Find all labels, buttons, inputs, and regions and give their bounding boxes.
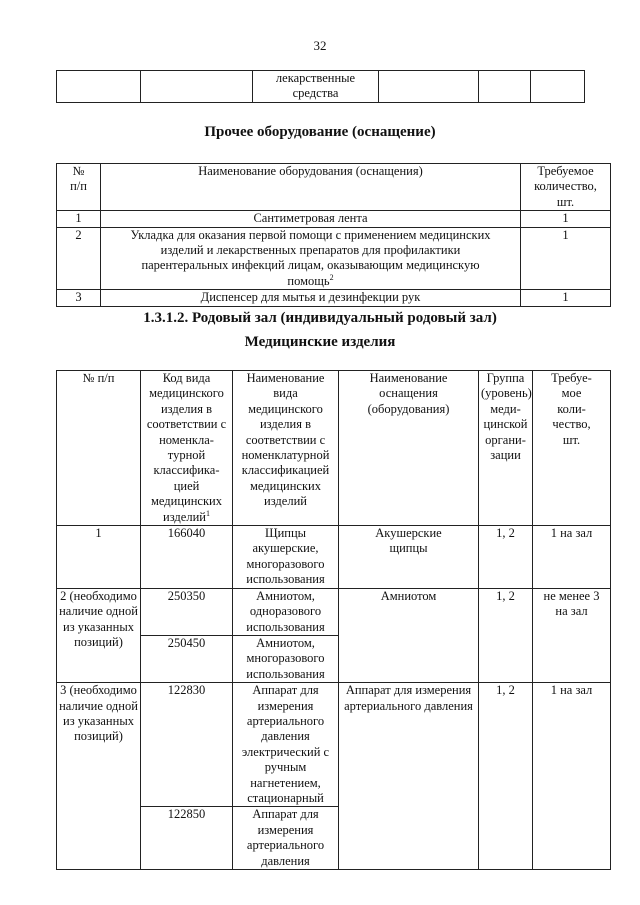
header-cell: Наименование оснащения (оборудования) (338, 369, 479, 527)
table-row: 122850 Аппарат для измерения артериальног… (57, 806, 611, 870)
section-subtitle: Медицинские изделия (244, 334, 396, 350)
table-row: 3 (необходимо наличие одной из указанных… (56, 682, 611, 870)
table-cell: лекарственные средства (252, 70, 379, 103)
continued-table: лекарственные средства (56, 70, 585, 103)
header-cell: № п/п (56, 162, 101, 212)
table-row: 1 Сантиметровая лента 1 (56, 210, 611, 228)
table-row: 3 Диспенсер для мытья и дезинфекции рук 1 (56, 289, 611, 307)
header-cell: Наименование оборудования (оснащения) (100, 162, 521, 212)
table-row: 2 Укладка для оказания первой помощи с пр… (56, 226, 611, 291)
header-cell: Требуемое количество, шт. (520, 162, 611, 212)
table-row: 1 166040 Щипцы акушерские, многоразового и… (56, 525, 611, 589)
header-cell: № п/п (56, 369, 141, 527)
header-cell: Группа (уровень) меди-цинской органи-зац… (478, 369, 533, 527)
header-cell: Код вида медицинского изделия в соответс… (140, 369, 233, 527)
page-number: 32 (313, 38, 327, 53)
section-title: 1.3.1.2. Родовый зал (индивидуальный род… (143, 310, 497, 326)
table-row: 2 (необходимо наличие одной из указанных… (56, 587, 611, 684)
header-cell: Требуе-мое коли-чество, шт. (532, 369, 611, 527)
table-row: 250450 Амниотом, многоразового использова… (57, 634, 611, 684)
section-title: Прочее оборудование (оснащение) (204, 124, 436, 140)
header-cell: Наименование вида медицинского изделия в… (232, 369, 339, 527)
medical-devices-table: № п/п Код вида медицинского изделия в со… (56, 369, 611, 870)
equipment-table: № п/п Наименование оборудования (оснащени… (56, 162, 611, 307)
